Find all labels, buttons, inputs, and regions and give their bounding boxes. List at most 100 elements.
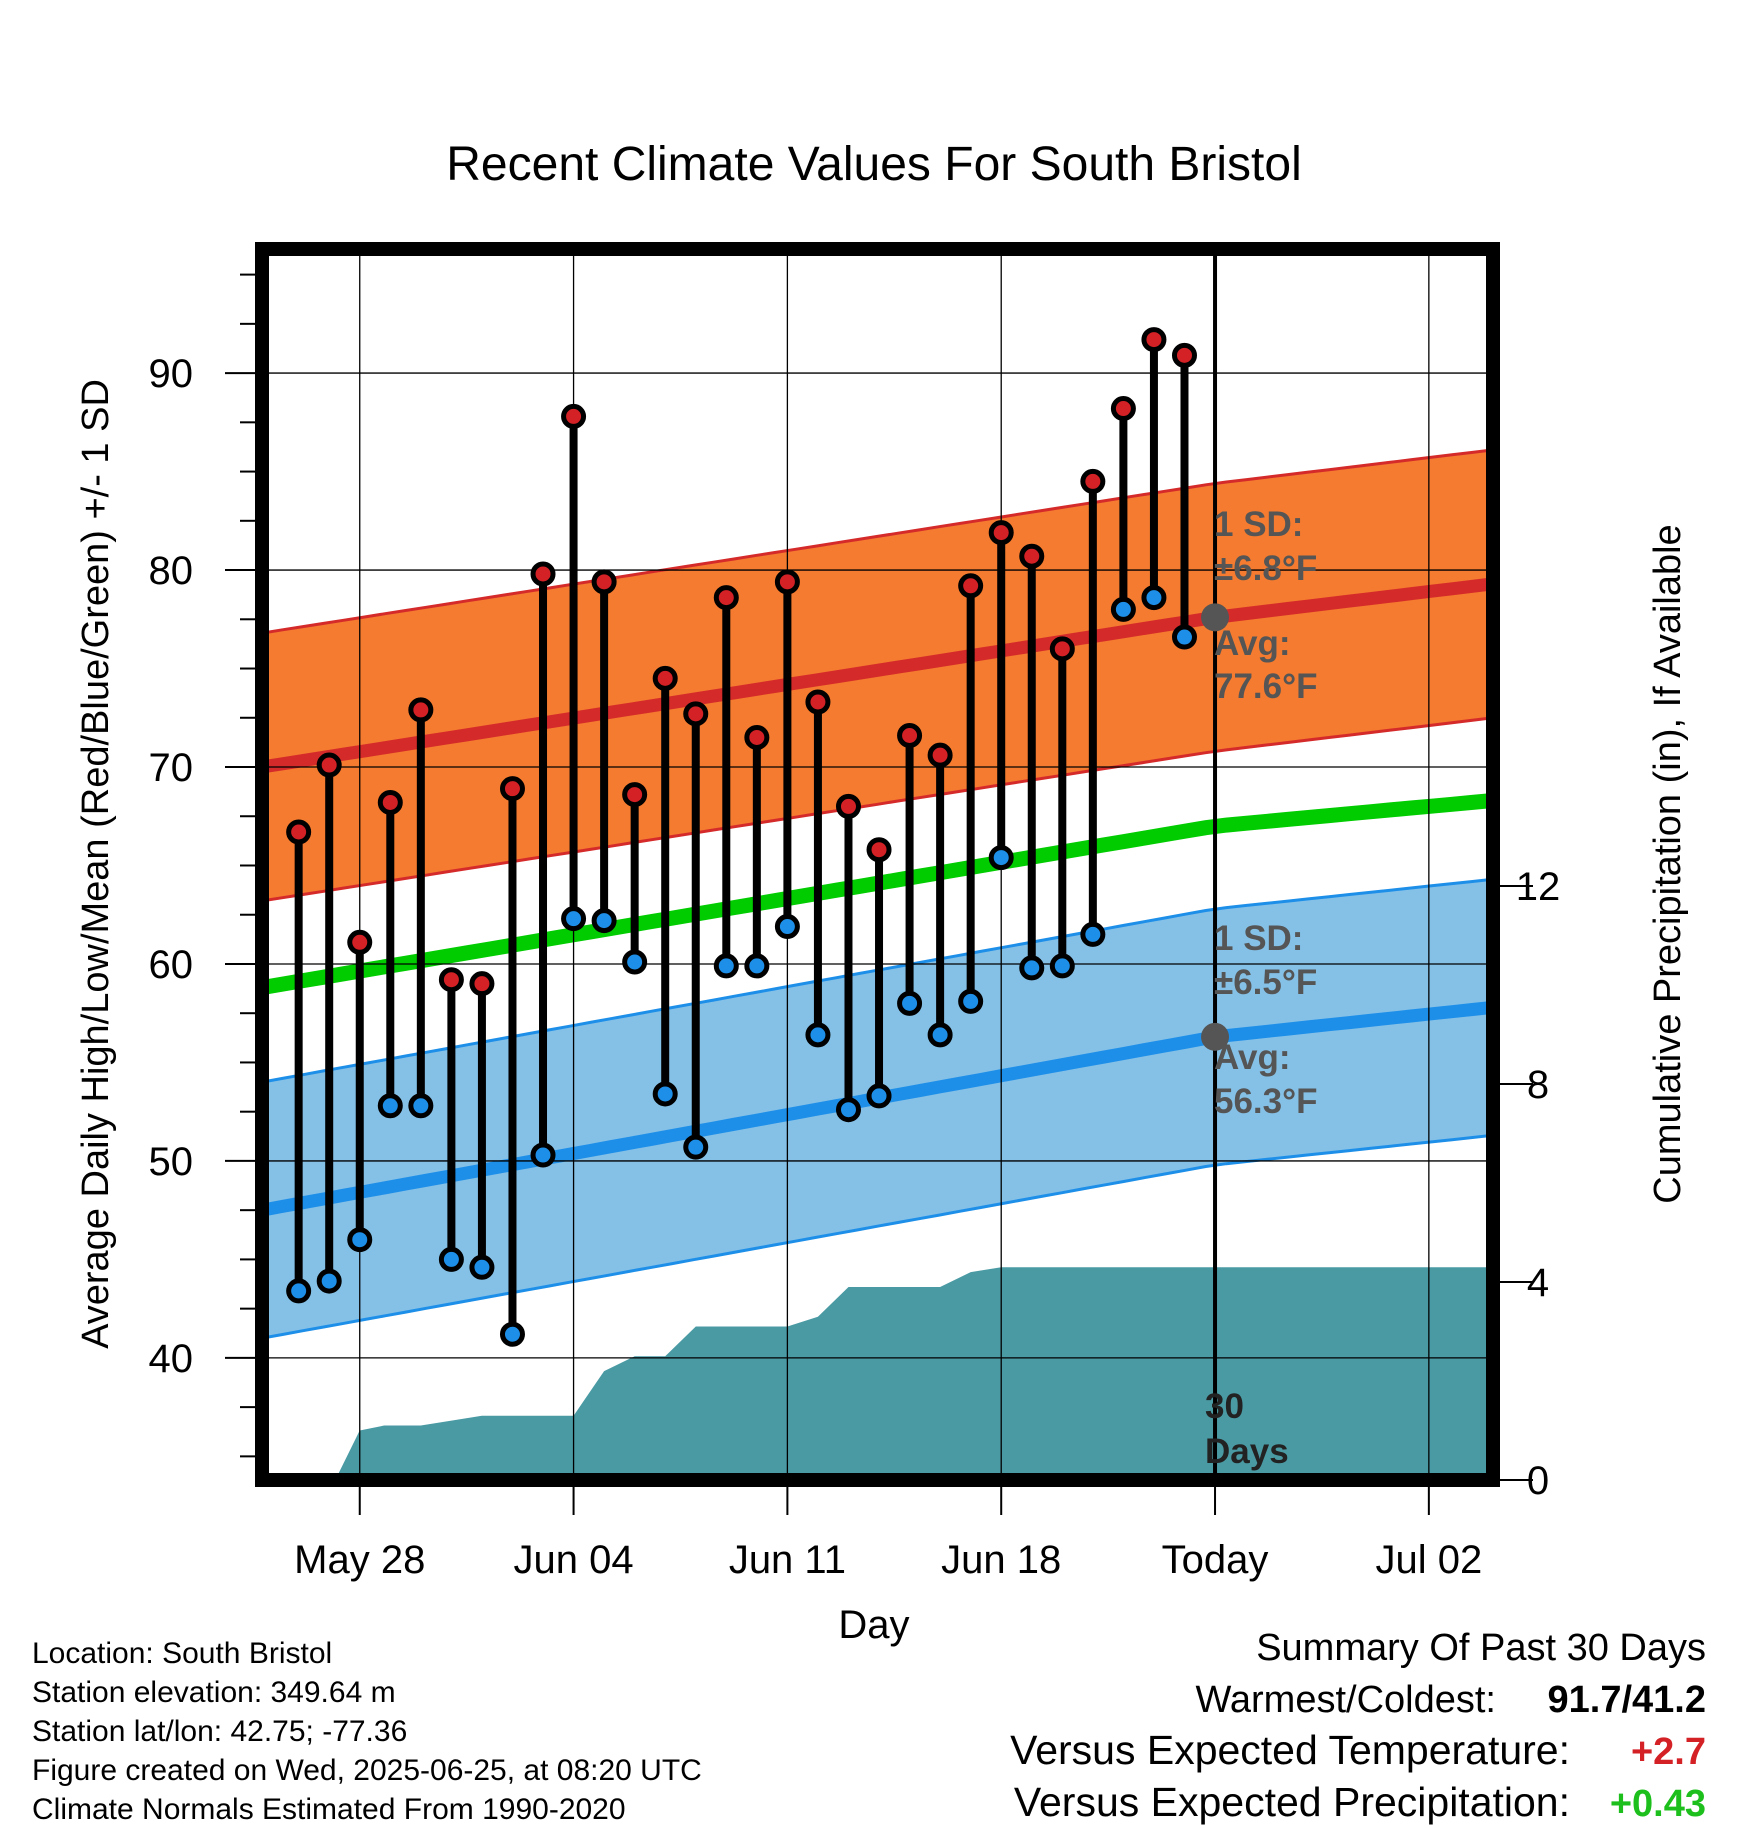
daily-low-point bbox=[927, 1022, 953, 1048]
daily-high-point bbox=[652, 665, 678, 691]
daily-low-point bbox=[774, 914, 800, 940]
normal-high-avg-line bbox=[262, 577, 1493, 774]
summary-temp-label: Versus Expected Temperature: bbox=[1010, 1727, 1570, 1773]
daily-low-point bbox=[408, 1093, 434, 1119]
daily-high-point bbox=[1080, 468, 1106, 494]
daily-low-point bbox=[1019, 955, 1045, 981]
daily-low-point bbox=[958, 988, 984, 1014]
y2-axis-title: Cumulative Precipitation (in), If Availa… bbox=[1647, 524, 1689, 1203]
daily-low-point bbox=[347, 1227, 373, 1253]
info-latlon: Station lat/lon: 42.75; -77.36 bbox=[32, 1715, 407, 1748]
daily-low-point bbox=[1110, 596, 1136, 622]
daily-low-point bbox=[652, 1081, 678, 1107]
daily-low-point bbox=[1080, 921, 1106, 947]
daily-low-point bbox=[683, 1134, 709, 1160]
low-sd-label: 1 SD: bbox=[1214, 919, 1303, 958]
x-tick-label: Today bbox=[1162, 1538, 1269, 1582]
today-marker-layer bbox=[1201, 249, 1230, 1480]
daily-high-point bbox=[408, 697, 434, 723]
normal-low-sd-band bbox=[262, 879, 1493, 1339]
daily-low-point bbox=[744, 953, 770, 979]
daily-low-point bbox=[988, 845, 1014, 871]
daily-low-point bbox=[316, 1268, 342, 1294]
daily-low-point bbox=[622, 949, 648, 975]
daily-high-point bbox=[561, 403, 587, 429]
summary-precip-label: Versus Expected Precipitation: bbox=[1014, 1779, 1570, 1825]
daily-high-point bbox=[347, 929, 373, 955]
daily-low-point bbox=[591, 908, 617, 934]
low-sd-value: ±6.5°F bbox=[1214, 963, 1317, 1002]
daily-high-point bbox=[438, 967, 464, 993]
daily-high-point bbox=[835, 793, 861, 819]
info-created: Figure created on Wed, 2025-06-25, at 08… bbox=[32, 1754, 702, 1787]
y-tick-label: 60 bbox=[149, 943, 194, 987]
low-avg-value: 56.3°F bbox=[1214, 1082, 1318, 1121]
axes: 40 50 60 70 80 90 0 4 8 12 May 28 Jun 04 Jun 11 Jun 1… bbox=[149, 273, 1561, 1582]
normal-low-lower-edge bbox=[262, 1133, 1493, 1340]
y2-tick-label: 8 bbox=[1527, 1063, 1549, 1107]
cumulative-precip-area bbox=[335, 1267, 1493, 1480]
daily-high-point bbox=[744, 724, 770, 750]
y2-tick-label: 4 bbox=[1527, 1261, 1549, 1305]
today-low-avg-marker bbox=[1201, 1022, 1230, 1051]
daily-low-point bbox=[713, 953, 739, 979]
daily-high-point bbox=[927, 742, 953, 768]
days-word: Days bbox=[1205, 1432, 1289, 1471]
y2-tick-label: 12 bbox=[1516, 865, 1561, 909]
daily-high-point bbox=[683, 701, 709, 727]
y-tick-label: 50 bbox=[149, 1140, 194, 1184]
x-tick-label: Jul 02 bbox=[1375, 1538, 1482, 1582]
daily-high-point bbox=[316, 752, 342, 778]
daily-low-point bbox=[1171, 624, 1197, 650]
daily-low-point bbox=[897, 990, 923, 1016]
daily-high-point bbox=[1110, 396, 1136, 422]
annotations: 1 SD: ±6.8°F Avg: 77.6°F 1 SD: ±6.5°F Av… bbox=[1205, 505, 1318, 1471]
normal-high-lower-edge bbox=[262, 716, 1493, 903]
y-tick-label: 90 bbox=[149, 352, 194, 396]
y2-tick-label: 0 bbox=[1527, 1459, 1549, 1503]
x-tick-label: Jun 18 bbox=[941, 1538, 1061, 1582]
y-axis-title: Average Daily High/Low/Mean (Red/Blue/Gr… bbox=[75, 379, 117, 1349]
daily-high-point bbox=[774, 569, 800, 595]
summary-precip-value: +0.43 bbox=[1610, 1783, 1706, 1825]
daily-high-point bbox=[286, 819, 312, 845]
daily-low-point bbox=[499, 1321, 525, 1347]
daily-high-point bbox=[1049, 636, 1075, 662]
info-elevation: Station elevation: 349.64 m bbox=[32, 1676, 396, 1709]
daily-low-point bbox=[835, 1097, 861, 1123]
high-sd-value: ±6.8°F bbox=[1214, 549, 1317, 588]
info-normals: Climate Normals Estimated From 1990-2020 bbox=[32, 1793, 626, 1826]
daily-low-point bbox=[530, 1142, 556, 1168]
daily-high-point bbox=[805, 689, 831, 715]
daily-low-point bbox=[1049, 953, 1075, 979]
daily-high-point bbox=[530, 561, 556, 587]
low-avg-label: Avg: bbox=[1214, 1038, 1290, 1077]
chart-title: Recent Climate Values For South Bristol bbox=[446, 138, 1301, 191]
plot-frame bbox=[255, 242, 1500, 1487]
daily-high-point bbox=[988, 520, 1014, 546]
high-sd-label: 1 SD: bbox=[1214, 505, 1303, 544]
high-avg-value: 77.6°F bbox=[1214, 667, 1318, 706]
daily-low-point bbox=[805, 1022, 831, 1048]
daily-high-point bbox=[1141, 327, 1167, 353]
info-location: Location: South Bristol bbox=[32, 1637, 332, 1670]
daily-low-point bbox=[286, 1278, 312, 1304]
daily-high-point bbox=[622, 782, 648, 808]
x-axis-title: Day bbox=[838, 1603, 909, 1647]
daily-high-point bbox=[713, 585, 739, 611]
x-tick-label: Jun 11 bbox=[729, 1538, 846, 1582]
daily-high-point bbox=[377, 789, 403, 815]
daily-low-point bbox=[377, 1093, 403, 1119]
summary-temp-value: +2.7 bbox=[1631, 1731, 1706, 1773]
station-info: Location: South Bristol Station elevatio… bbox=[32, 1637, 702, 1826]
daily-low-point bbox=[469, 1254, 495, 1280]
daily-high-point bbox=[499, 776, 525, 802]
today-high-avg-marker bbox=[1201, 603, 1230, 632]
daily-high-point bbox=[897, 722, 923, 748]
high-avg-label: Avg: bbox=[1214, 624, 1290, 663]
daily-high-point bbox=[1019, 543, 1045, 569]
x-tick-label: May 28 bbox=[294, 1538, 425, 1582]
daily-low-point bbox=[438, 1246, 464, 1272]
daily-high-point bbox=[469, 971, 495, 997]
days-count: 30 bbox=[1205, 1387, 1244, 1426]
